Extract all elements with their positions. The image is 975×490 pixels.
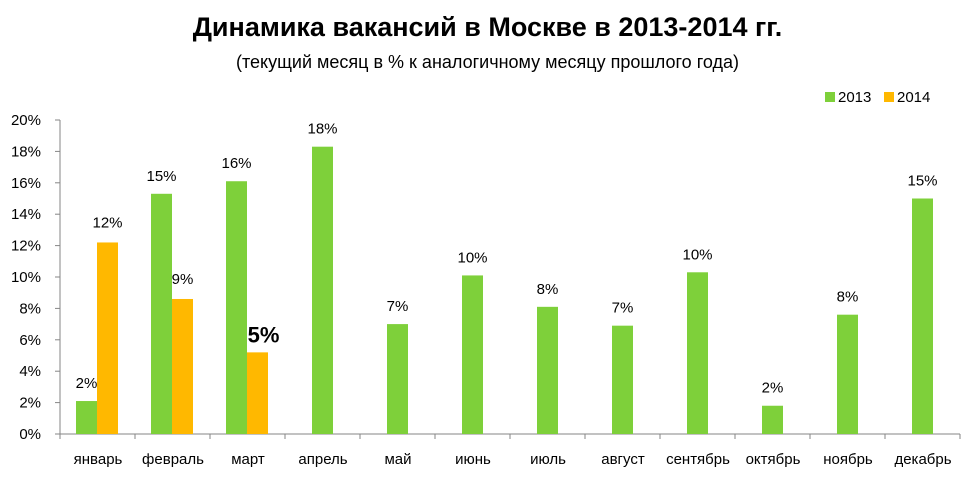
y-tick-label: 8% (19, 300, 41, 317)
data-label-2013: 8% (537, 281, 559, 298)
bars (76, 146, 933, 434)
data-label-2013: 18% (307, 121, 337, 138)
bar-2013 (462, 275, 483, 434)
data-label-2014: 5% (248, 322, 280, 347)
chart-subtitle: (текущий месяц в % к аналогичному месяцу… (236, 52, 739, 72)
data-label-2013: 7% (612, 300, 634, 317)
legend-label-2014: 2014 (897, 89, 930, 106)
x-tick-label: май (384, 451, 411, 468)
legend: 2013 2014 (825, 89, 930, 106)
legend-swatch-2014 (884, 92, 894, 102)
y-tick-label: 14% (11, 206, 41, 223)
x-tick-label: декабрь (894, 451, 951, 468)
legend-swatch-2013 (825, 92, 835, 102)
bar-2013 (151, 193, 172, 434)
data-label-2013: 2% (76, 375, 98, 392)
data-label-2013: 10% (682, 246, 712, 263)
y-tick-label: 20% (11, 112, 41, 129)
y-tick-label: 16% (11, 175, 41, 192)
data-label-2013: 7% (387, 298, 409, 315)
data-label-2013: 2% (762, 380, 784, 397)
bar-2013 (76, 401, 97, 434)
bar-2014 (247, 352, 268, 434)
chart-title: Динамика вакансий в Москве в 2013-2014 г… (192, 12, 783, 42)
data-labels: 2% 12% 15% 9% 16% 5% 18% 7% 10% 8% 7% 10% 2% 8% 15% (76, 121, 938, 397)
x-tick-label: январь (74, 451, 123, 468)
bar-2013 (912, 198, 933, 434)
bar-2013 (687, 272, 708, 434)
bar-2013 (537, 306, 558, 434)
x-tick-label: февраль (142, 451, 204, 468)
y-tick-label: 12% (11, 238, 41, 255)
y-tick-label: 6% (19, 332, 41, 349)
y-tick-label: 4% (19, 363, 41, 380)
data-label-2014: 9% (172, 271, 194, 288)
bar-2013 (226, 181, 247, 434)
y-tick-label: 0% (19, 426, 41, 443)
y-tick-label: 2% (19, 395, 41, 412)
x-tick-label: ноябрь (823, 451, 873, 468)
x-tick-label: октябрь (746, 451, 801, 468)
axes: 0% 2% 4% 6% 8% 10% 12% 14% 16% 18% 20% январь феврал… (11, 112, 961, 468)
bar-2013 (387, 324, 408, 434)
y-tick-label: 18% (11, 143, 41, 160)
bar-2013 (762, 405, 783, 434)
legend-label-2013: 2013 (838, 89, 871, 106)
bar-2013 (312, 146, 333, 434)
bar-2014 (172, 298, 193, 434)
bar-2013 (612, 325, 633, 434)
data-label-2014: 12% (92, 214, 122, 231)
data-label-2013: 8% (837, 289, 859, 306)
data-label-2013: 15% (146, 168, 176, 185)
data-label-2013: 15% (907, 173, 937, 190)
x-tick-label: апрель (298, 451, 347, 468)
x-tick-label: июнь (455, 451, 491, 468)
x-tick-label: июль (530, 451, 566, 468)
data-label-2013: 10% (457, 249, 487, 266)
data-label-2013: 16% (221, 155, 251, 172)
x-tick-label: март (231, 451, 265, 468)
y-tick-label: 10% (11, 269, 41, 286)
x-tick-label: август (601, 451, 645, 468)
bar-2014 (97, 242, 118, 434)
bar-2013 (837, 314, 858, 434)
x-tick-label: сентябрь (666, 451, 730, 468)
